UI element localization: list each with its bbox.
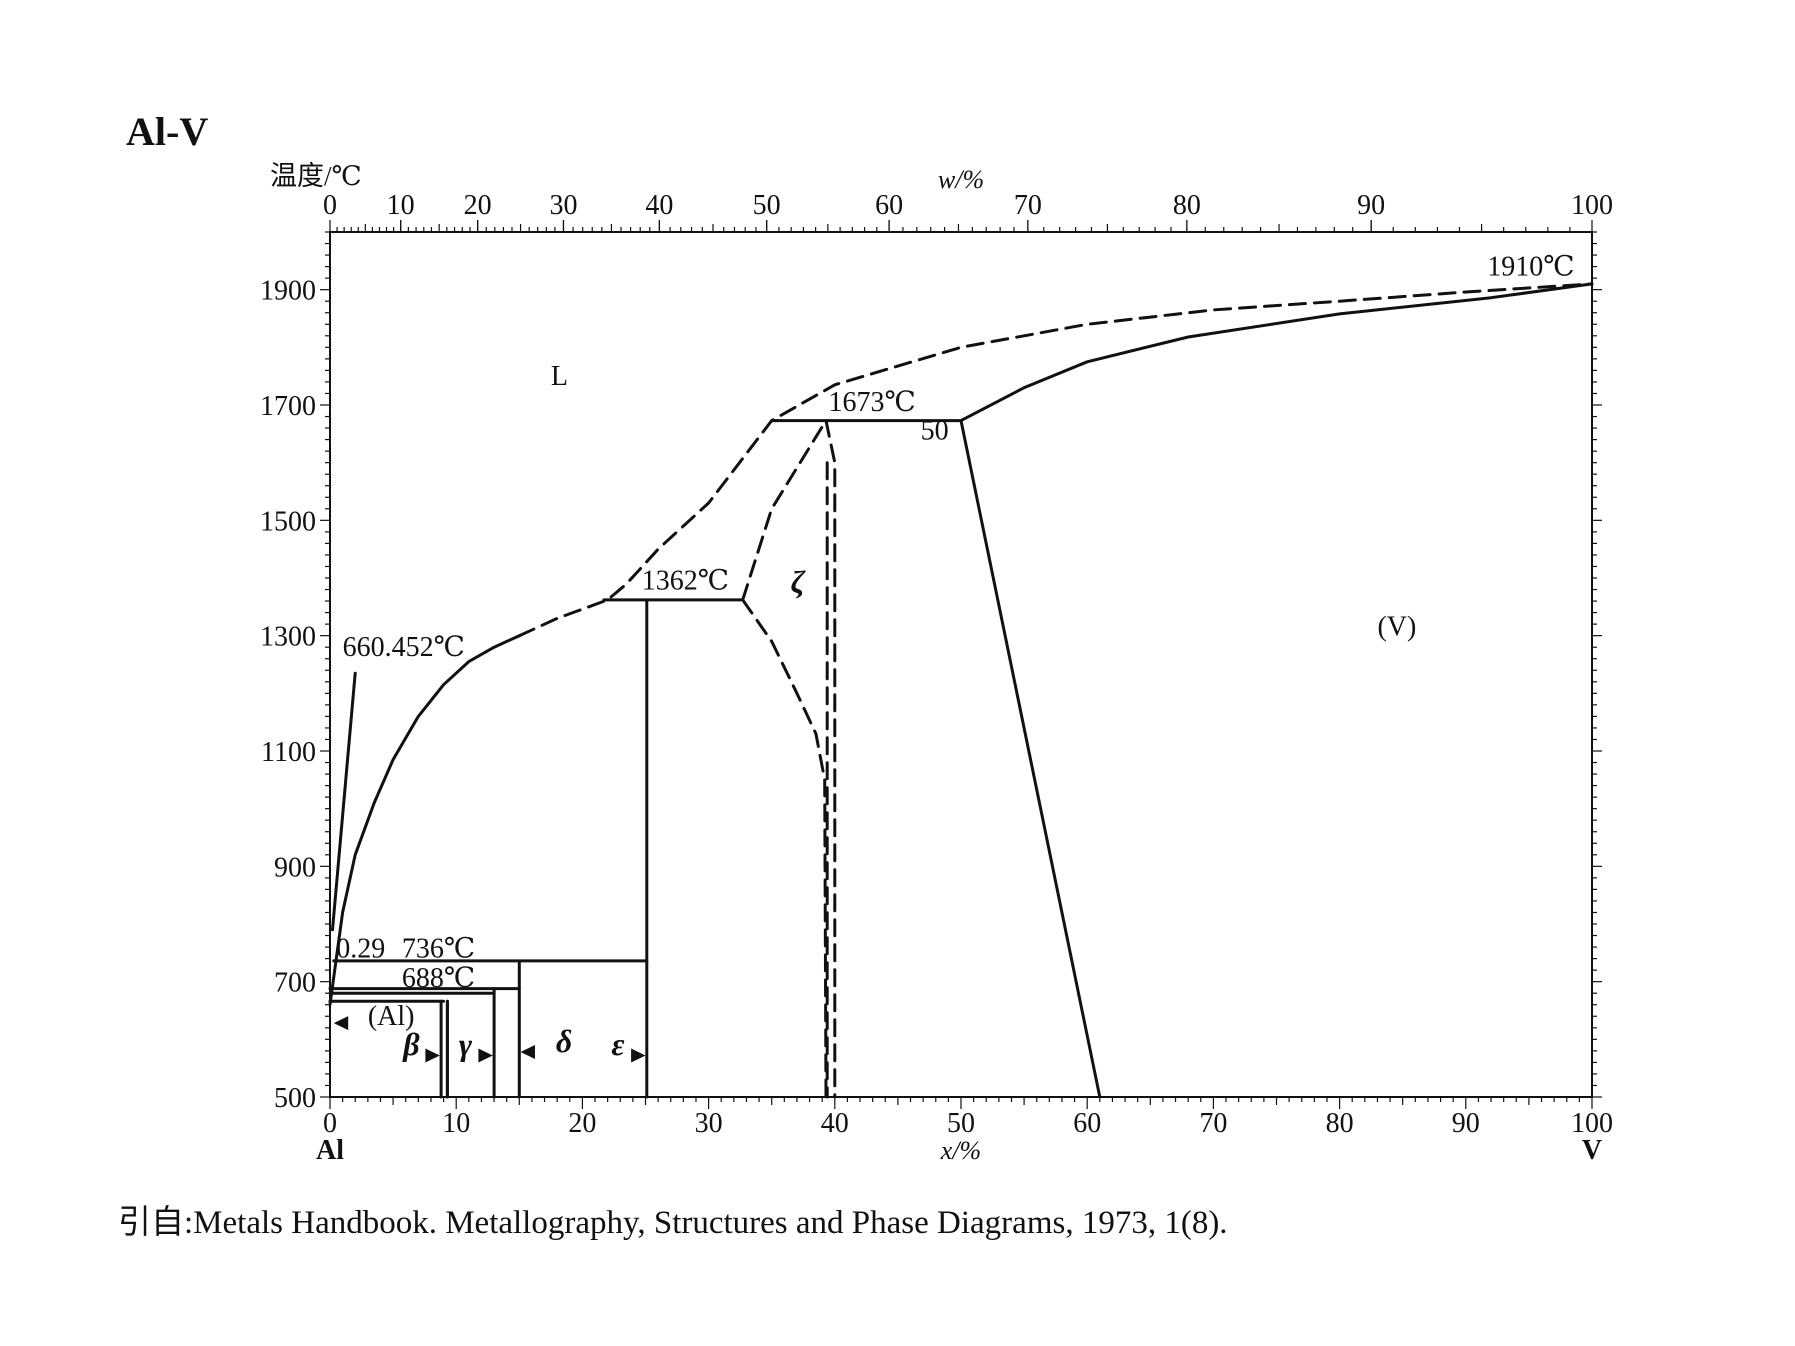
x-top-tick-label: 70 — [1014, 190, 1042, 221]
x-bottom-tick-label: 100 — [1571, 1108, 1613, 1139]
y-axis-label: 温度/℃ — [270, 161, 362, 191]
x-bottom-tick-label: 10 — [442, 1108, 470, 1139]
x-top-tick-label: 30 — [549, 190, 577, 221]
phase-label: (V) — [1377, 612, 1416, 643]
x-bottom-tick-label: 50 — [947, 1108, 975, 1139]
diagram-title: Al-V — [126, 109, 209, 154]
element-al-label: Al — [316, 1135, 344, 1166]
x-top-tick-label: 50 — [753, 190, 781, 221]
annotation-label: 688℃ — [402, 963, 475, 994]
x-top-tick-label: 10 — [387, 190, 415, 221]
phase-line-zeta-lower-dashed — [741, 598, 828, 1099]
arrow-beta-phase — [425, 1048, 440, 1063]
x-top-tick-label: 20 — [464, 190, 492, 221]
phase-label: ε — [611, 1026, 624, 1062]
x-bottom-tick-label: 30 — [695, 1108, 723, 1139]
phase-label: L — [551, 361, 568, 392]
y-tick-label: 1900 — [260, 276, 316, 307]
phase-label: (Al) — [368, 1001, 415, 1032]
phase-line-solvus-V-solid — [959, 419, 1102, 1099]
x-top-tick-label: 40 — [645, 190, 673, 221]
phase-label: ζ — [791, 563, 807, 599]
y-tick-label: 1100 — [261, 737, 316, 768]
x-top-tick-label: 60 — [875, 190, 903, 221]
x-top-tick-label: 0 — [323, 190, 337, 221]
arrow-delta-phase — [520, 1045, 535, 1060]
annotation-label: 1910℃ — [1487, 251, 1574, 282]
element-v-label: V — [1582, 1135, 1602, 1166]
annotation-label: 0.29 — [336, 933, 385, 964]
arrow-gamma-phase — [478, 1048, 493, 1063]
x-bottom-tick-label: 20 — [568, 1108, 596, 1139]
phase-line-liquidus-solid — [328, 634, 521, 1007]
y-tick-label: 1500 — [260, 506, 316, 537]
phase-label: β — [402, 1026, 420, 1062]
annotation-label: 660.452℃ — [343, 632, 465, 663]
phase-line-liquidus-dashed — [517, 282, 1594, 638]
x-bottom-tick-label: 80 — [1326, 1108, 1354, 1139]
x-bottom-tick-label: 40 — [821, 1108, 849, 1139]
x-bottom-axis-label: x/% — [940, 1136, 981, 1165]
y-tick-label: 1700 — [260, 391, 316, 422]
phase-label: δ — [556, 1023, 572, 1059]
y-tick-label: 900 — [274, 852, 316, 883]
source-citation: 引自:Metals Handbook. Metallography, Struc… — [118, 1205, 1228, 1241]
y-tick-label: 500 — [274, 1083, 316, 1114]
x-bottom-tick-label: 70 — [1199, 1108, 1227, 1139]
arrow-al-phase — [333, 1016, 349, 1031]
x-top-tick-label: 80 — [1173, 190, 1201, 221]
phase-line-solidus-V-solid — [959, 282, 1594, 423]
x-bottom-tick-label: 0 — [323, 1108, 337, 1139]
x-top-tick-label: 90 — [1357, 190, 1385, 221]
y-tick-label: 700 — [274, 968, 316, 999]
x-top-tick-label: 100 — [1571, 190, 1613, 221]
phase-line-zeta-left-dashed — [741, 419, 828, 602]
y-tick-label: 1300 — [260, 622, 316, 653]
annotation-label: 50 — [921, 416, 949, 447]
x-bottom-tick-label: 60 — [1073, 1108, 1101, 1139]
annotation-label: 736℃ — [402, 933, 475, 964]
x-bottom-tick-label: 90 — [1452, 1108, 1480, 1139]
x-top-axis-label: w/% — [938, 165, 984, 194]
phase-label: γ — [459, 1026, 473, 1062]
annotation-label: 1362℃ — [642, 566, 729, 597]
phase-line-Al-side-solid — [331, 671, 357, 932]
annotation-label: 1673℃ — [828, 387, 915, 418]
arrow-epsilon-phase — [631, 1048, 646, 1063]
phase-line-zeta-right-dashed — [824, 419, 837, 1099]
